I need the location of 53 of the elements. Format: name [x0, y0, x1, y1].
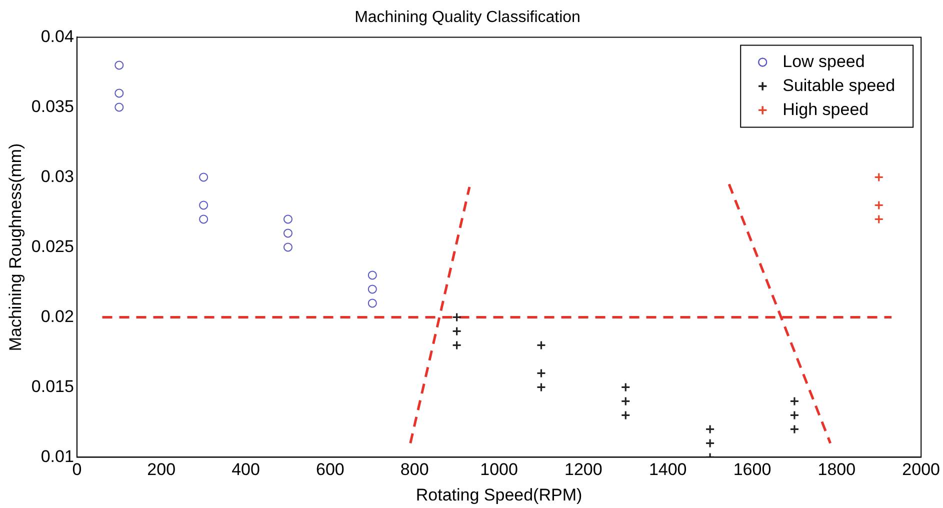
point [368, 270, 377, 280]
y-tick-label: 0.04 [40, 26, 74, 46]
point [114, 60, 124, 70]
point [874, 200, 884, 210]
point [199, 200, 208, 210]
point [790, 410, 800, 420]
point [705, 438, 715, 448]
y-tick-label: 0.015 [31, 376, 74, 396]
x-tick-label: 600 [316, 460, 344, 480]
point [199, 172, 208, 182]
point [620, 382, 630, 392]
x-tick-label: 1000 [480, 460, 518, 480]
point [790, 396, 800, 406]
point [452, 312, 462, 322]
point [705, 424, 715, 434]
y-tick-label: 0.025 [31, 236, 74, 256]
point [790, 424, 800, 434]
point [874, 172, 884, 182]
x-tick-label: 800 [400, 460, 429, 480]
point [368, 298, 377, 308]
y-tick-label: 0.01 [40, 446, 74, 466]
point [114, 102, 124, 112]
point [620, 410, 630, 420]
point [283, 214, 292, 224]
chart-title: Machining Quality Classification [354, 9, 580, 26]
y-axis-title: Machining Roughness(mm) [6, 143, 25, 352]
x-axis-title: Rotating Speed(RPM) [416, 485, 582, 504]
point [368, 284, 377, 294]
x-tick-label: 200 [147, 460, 176, 480]
point [199, 214, 208, 224]
x-tick-label: 2000 [902, 460, 940, 480]
x-tick-label: 1200 [564, 460, 602, 480]
x-tick-label: 1400 [648, 460, 687, 480]
point [452, 340, 462, 350]
point [283, 228, 292, 238]
point [536, 382, 546, 392]
legend-label: Low speed [782, 52, 865, 71]
x-tick-label: 400 [232, 460, 260, 480]
x-tick-label: 0 [72, 460, 82, 480]
x-tick-label: 1800 [818, 460, 856, 480]
point [536, 340, 546, 350]
legend-label: Suitable speed [782, 76, 896, 95]
point [283, 242, 292, 252]
point [536, 368, 546, 378]
y-tick-label: 0.035 [31, 96, 74, 116]
point [874, 214, 884, 224]
legend-label: High speed [782, 100, 869, 119]
y-tick-label: 0.03 [40, 166, 74, 186]
point [620, 396, 630, 406]
y-tick-label: 0.02 [40, 306, 74, 326]
point [452, 326, 462, 336]
x-tick-label: 1600 [733, 460, 772, 480]
point [114, 88, 124, 98]
